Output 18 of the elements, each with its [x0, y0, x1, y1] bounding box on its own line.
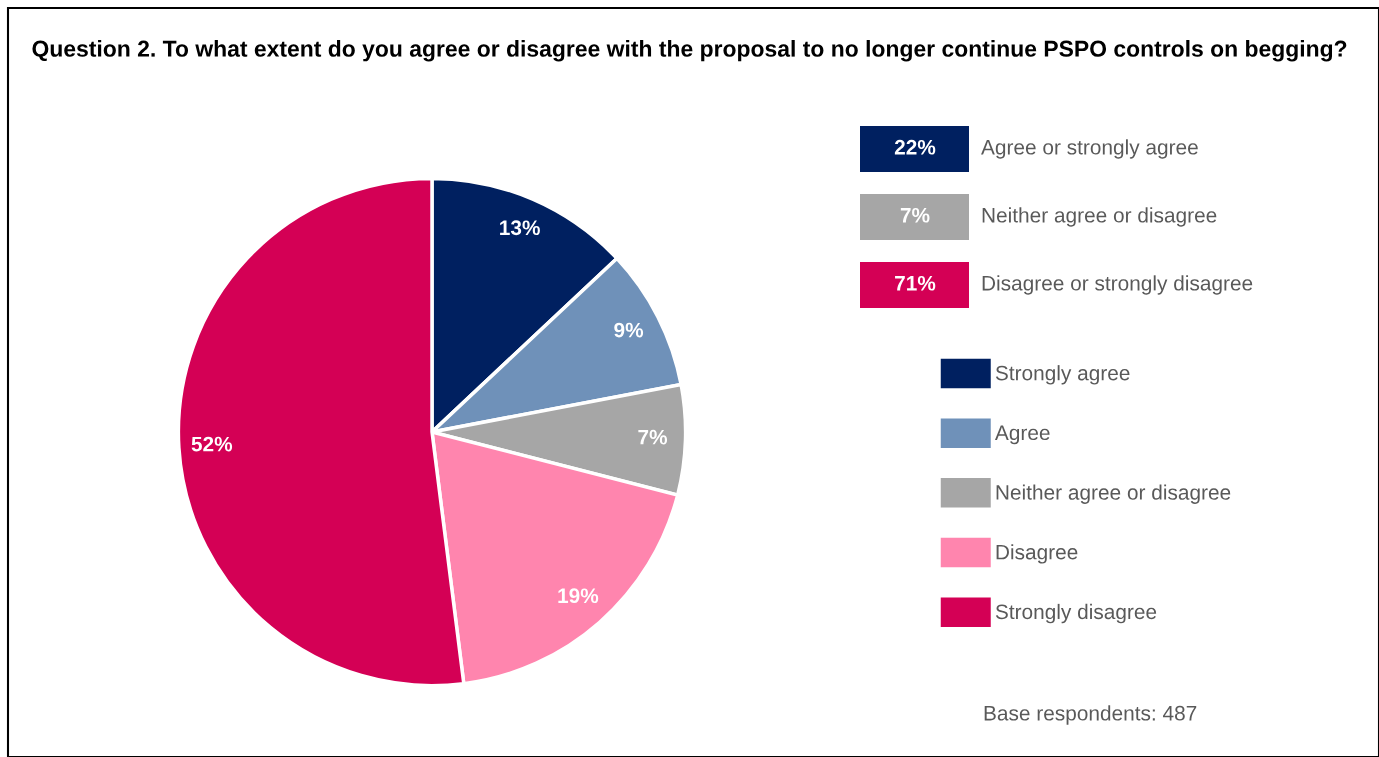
- data-label: 19%: [558, 588, 599, 604]
- legend-label: Agree: [994, 425, 1050, 445]
- data-label: 52%: [191, 436, 233, 452]
- legend-label: Strongly agree: [995, 365, 1130, 385]
- text: 22%: [894, 139, 936, 155]
- legend-label: Strongly disagree: [995, 603, 1157, 624]
- data-label: 7%: [638, 429, 668, 445]
- text: Base respondents: 487: [984, 705, 1197, 725]
- data-label: 13%: [500, 220, 540, 236]
- text: 7%: [900, 207, 930, 223]
- chart-title: Question 2. To what extent do you agree or disagree with the proposal to no longer continue PSPO controls on begging?: [32, 40, 1347, 62]
- category-label: Neither agree or disagree: [982, 207, 1217, 227]
- text: 71%: [895, 275, 936, 291]
- legend-label: Neither agree or disagree: [996, 484, 1231, 504]
- data-label: 9%: [614, 322, 644, 338]
- category-label: Agree or strongly agree: [981, 139, 1198, 159]
- category-label: Disagree or strongly disagree: [982, 275, 1253, 295]
- legend-label: Disagree: [996, 544, 1078, 564]
